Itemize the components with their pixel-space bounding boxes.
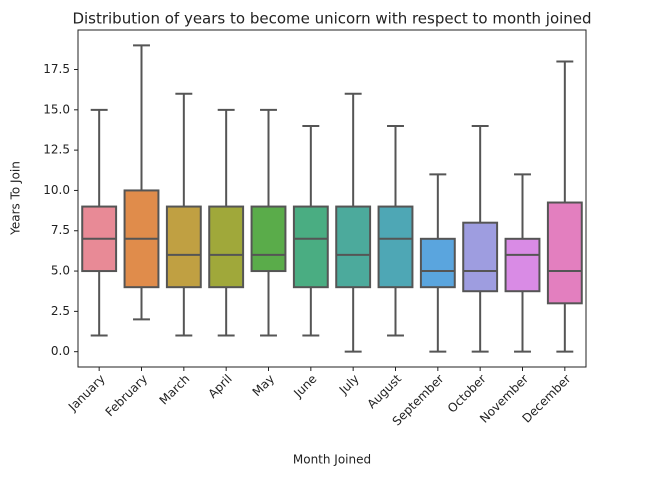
x-tick-label: May [250, 372, 277, 399]
box [546, 201, 583, 305]
box [250, 205, 287, 273]
y-tick-label: 15.0 [43, 102, 70, 116]
box [419, 237, 456, 289]
x-tick-label: August [364, 371, 404, 411]
box [462, 221, 499, 293]
box [165, 205, 202, 289]
x-axis-label: Month Joined [293, 453, 371, 467]
box [377, 205, 414, 289]
box [292, 205, 329, 289]
y-tick-label: 17.5 [43, 62, 70, 76]
plot-frame [77, 29, 587, 368]
y-tick-label: 2.5 [51, 304, 70, 318]
y-axis-label: Years To Join [9, 161, 23, 236]
x-tick-label: June [290, 372, 319, 401]
y-tick-label: 7.5 [51, 223, 70, 237]
chart-title: Distribution of years to become unicorn … [72, 10, 591, 28]
x-tick-label: January [65, 372, 108, 415]
box [208, 205, 245, 289]
y-tick-label: 0.0 [51, 344, 70, 358]
box [335, 205, 372, 289]
x-tick-label: February [103, 372, 151, 420]
y-tick-label: 10.0 [43, 183, 70, 197]
x-tick-label: October [445, 372, 489, 416]
y-tick-label: 12.5 [43, 143, 70, 157]
y-tick-label: 5.0 [51, 264, 70, 278]
box [504, 237, 541, 293]
x-tick-label: July [336, 372, 362, 398]
x-tick-label: March [157, 372, 193, 408]
x-tick-label: April [205, 372, 234, 401]
